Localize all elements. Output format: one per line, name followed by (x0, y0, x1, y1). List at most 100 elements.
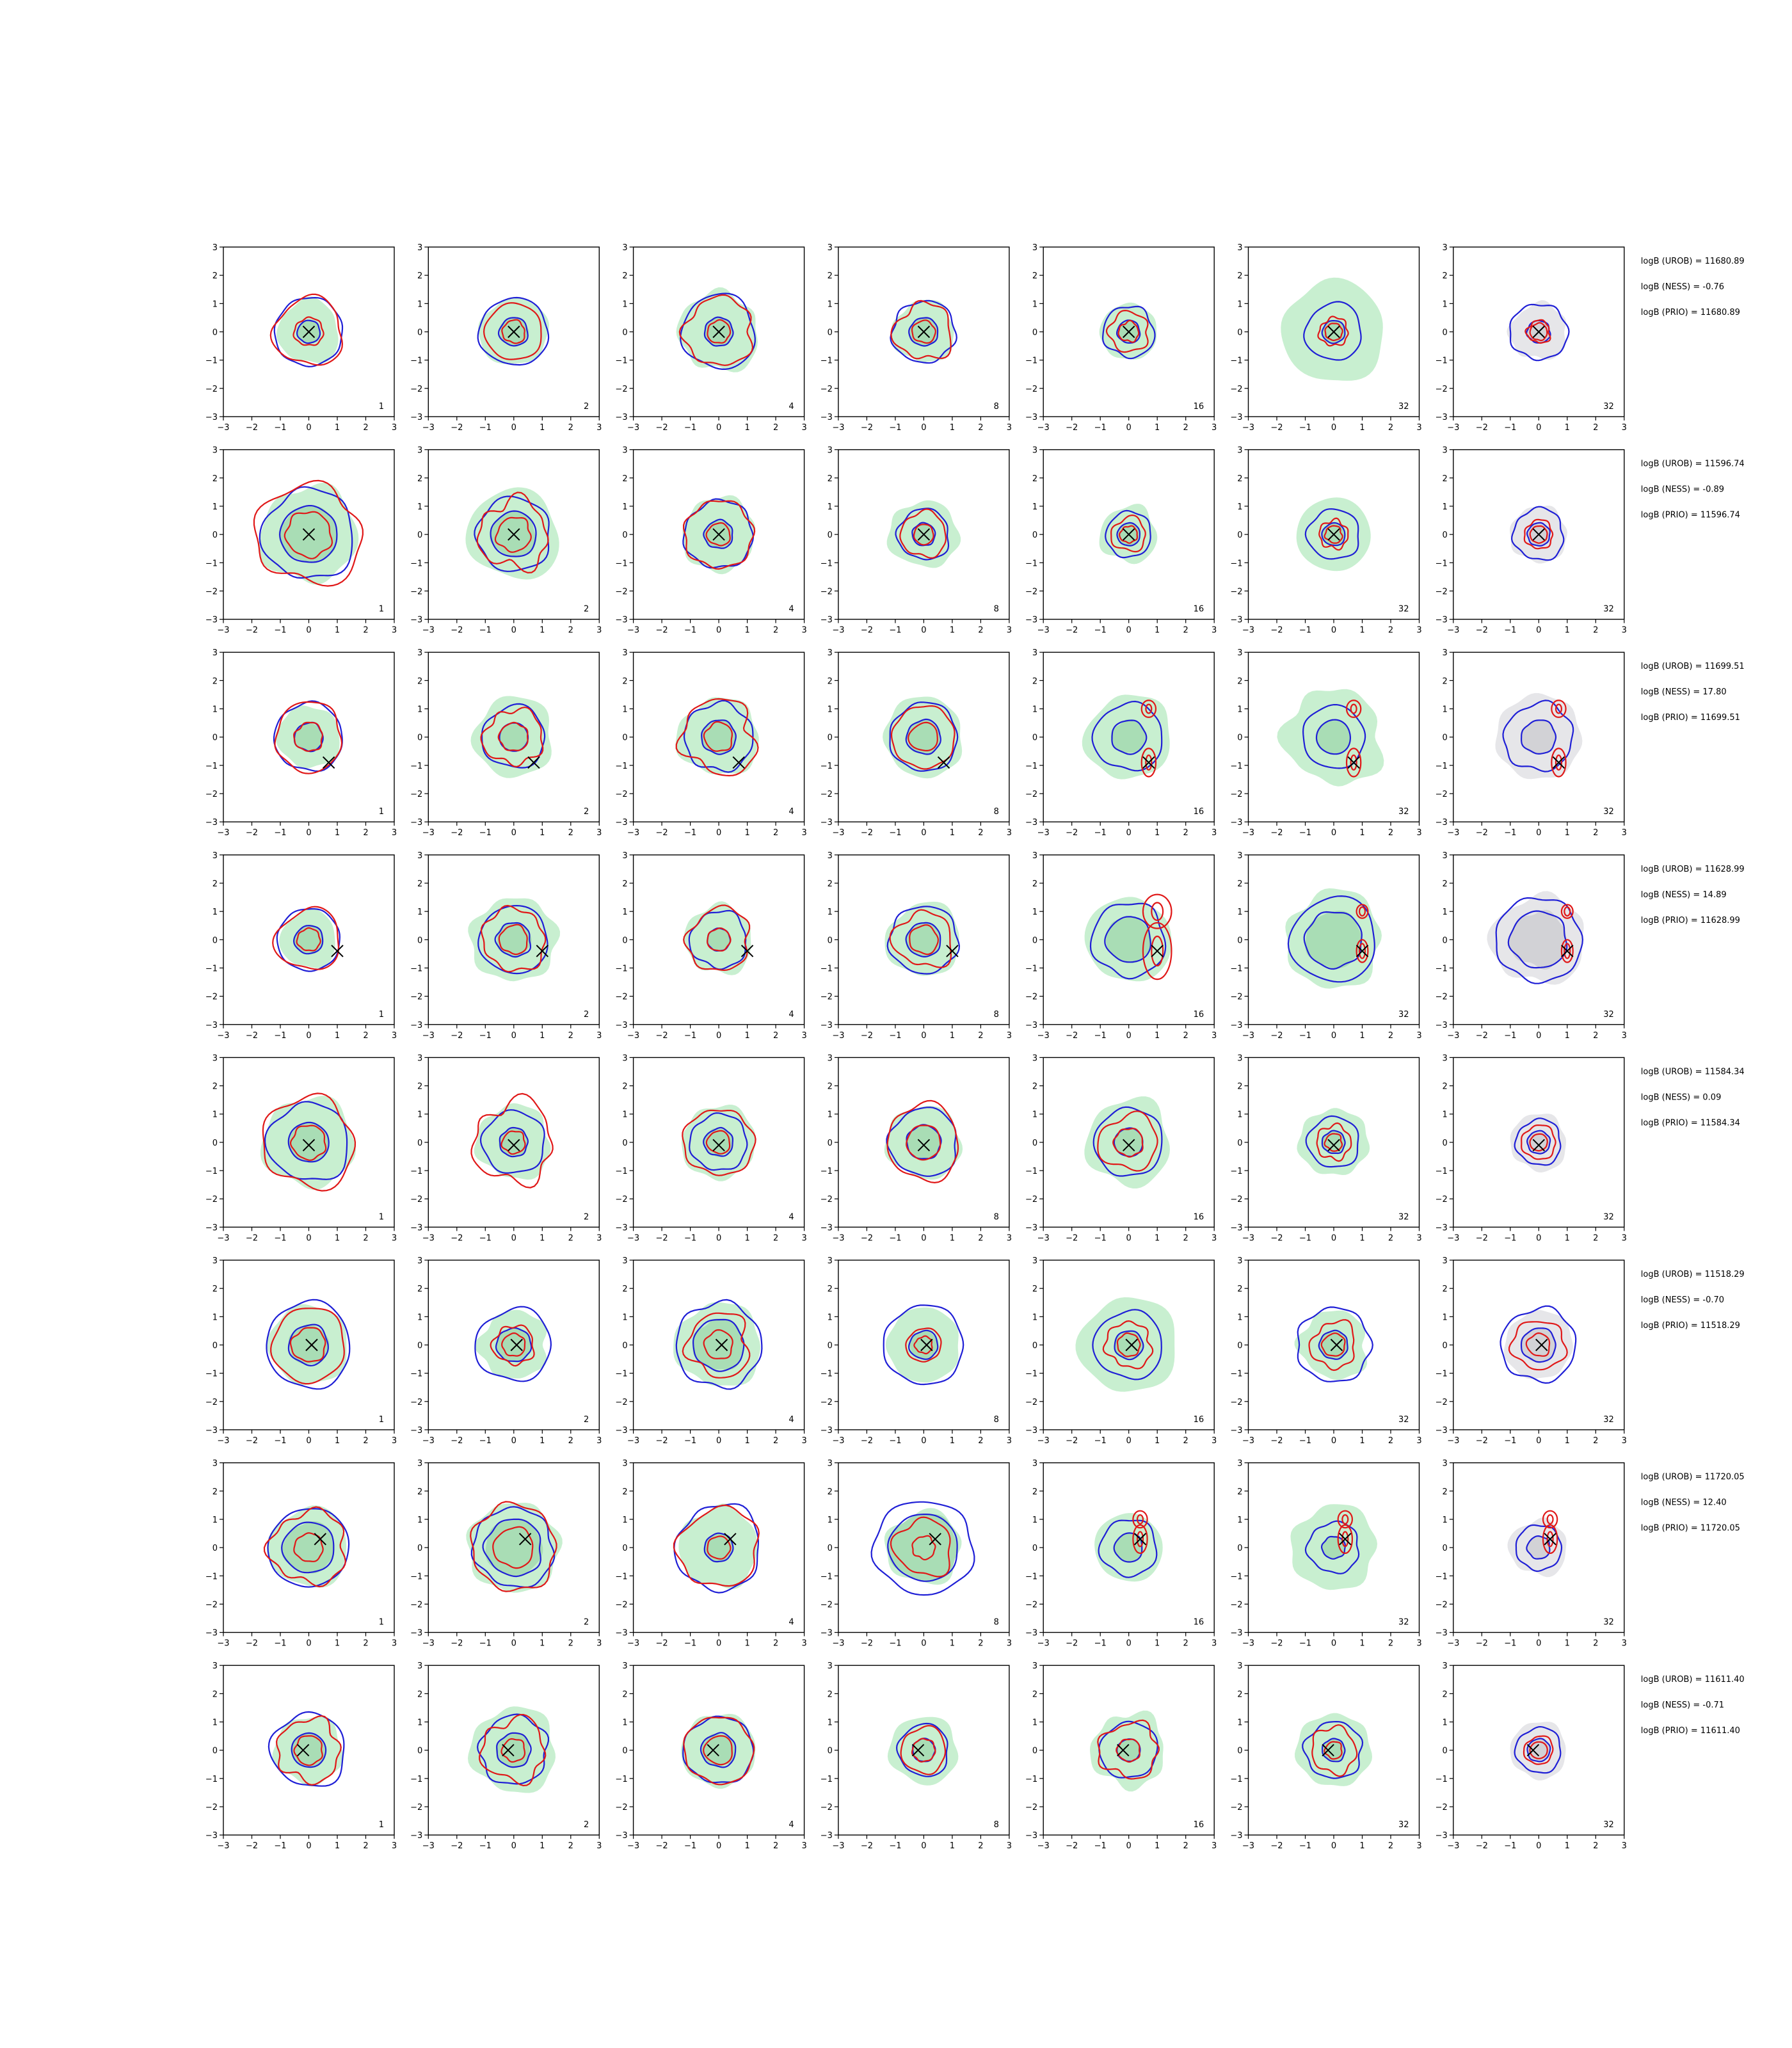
y-tick-label: 0 (212, 733, 218, 743)
red-contour-mode-1 (1356, 939, 1369, 963)
x-tick-label: 0 (921, 1841, 926, 1851)
x-tick-label: −3 (1242, 1233, 1254, 1243)
red-contour-outer (683, 904, 751, 972)
red-contour-mode-1 (1337, 1524, 1354, 1555)
x-tick-label: 3 (1622, 1639, 1627, 1649)
x-tick-label: 0 (1126, 1436, 1132, 1446)
x-tick-label: 2 (978, 1436, 983, 1446)
x-tick-label: −1 (479, 423, 492, 433)
red-contour-mode-1 (1542, 1524, 1558, 1555)
x-tick-label: 0 (306, 626, 311, 636)
y-tick-label: 3 (1237, 1053, 1242, 1063)
row-annotation-2: logB (NESS) = 12.40 (1641, 1498, 1727, 1508)
x-tick-label: −2 (1476, 828, 1488, 838)
red-contour-mode-inner-2 (1145, 703, 1153, 714)
x-tick-label: 3 (392, 626, 397, 636)
red-contour-inner (293, 1735, 323, 1766)
blue-contour-outer (870, 1501, 975, 1596)
y-tick-label: 3 (1443, 1053, 1448, 1063)
y-tick-label: −2 (1436, 1398, 1448, 1407)
red-contour-inner (1117, 319, 1140, 343)
x-tick-label: −3 (1447, 626, 1459, 636)
y-tick-label: 1 (622, 502, 627, 512)
y-tick-label: 2 (622, 1487, 627, 1497)
panel-count-label: 2 (584, 807, 589, 817)
red-contour-outer (1508, 1321, 1568, 1371)
x-tick-label: 3 (1212, 1233, 1217, 1243)
panel-count-label: 32 (1398, 1010, 1409, 1020)
x-tick-label: −1 (1094, 1436, 1107, 1446)
panel-count-label: 2 (584, 1212, 589, 1222)
x-tick-label: −3 (217, 1233, 229, 1243)
red-contour-mode-inner-1 (1358, 943, 1366, 959)
blue-contour-inner (1111, 719, 1148, 755)
y-tick-label: −1 (205, 1370, 218, 1379)
x-tick-label: 1 (744, 1436, 749, 1446)
y-tick-label: −3 (410, 1629, 422, 1638)
y-tick-label: 1 (622, 1718, 627, 1728)
blue-contour-outer (266, 1299, 351, 1390)
y-tick-label: 2 (1032, 1284, 1037, 1294)
x-tick-label: −1 (479, 1639, 492, 1649)
y-tick-label: 3 (1443, 1661, 1448, 1671)
y-tick-label: −3 (820, 616, 833, 625)
panel-count-label: 4 (788, 1212, 794, 1222)
y-tick-label: 3 (417, 1459, 422, 1469)
x-tick-label: −3 (1447, 1841, 1459, 1851)
true-value-marker (1339, 1533, 1352, 1546)
red-contour-outer (900, 1725, 947, 1775)
density-fill-inner (1521, 1327, 1556, 1362)
y-tick-label: 1 (1237, 1313, 1242, 1322)
y-tick-label: −3 (820, 1629, 833, 1638)
y-tick-label: −2 (820, 1195, 833, 1204)
x-tick-label: 3 (392, 1233, 397, 1243)
true-value-marker (1552, 756, 1565, 769)
y-tick-label: −1 (1436, 559, 1448, 568)
y-tick-label: 0 (1443, 531, 1448, 540)
panel-plot-area (273, 700, 343, 774)
panel-plot-area (470, 696, 552, 778)
red-contour-inner (497, 721, 529, 751)
y-tick-label: 1 (417, 300, 422, 309)
y-tick-label: −3 (820, 1426, 833, 1436)
y-tick-label: −3 (205, 1426, 218, 1436)
true-value-marker (712, 528, 725, 541)
x-tick-label: 3 (1007, 1841, 1012, 1851)
y-tick-label: 0 (1032, 936, 1037, 945)
x-tick-label: 1 (1155, 1436, 1160, 1446)
x-tick-label: 1 (335, 1233, 340, 1243)
y-tick-label: 2 (417, 1690, 422, 1699)
panel-count-label: 32 (1398, 402, 1409, 412)
y-tick-label: −2 (410, 1195, 422, 1204)
y-tick-label: 1 (1443, 1313, 1448, 1322)
true-value-marker (1327, 1139, 1340, 1152)
panel-count-label: 16 (1194, 1820, 1204, 1830)
x-tick-label: 0 (1536, 1436, 1541, 1446)
panel-count-label: 32 (1398, 1820, 1409, 1830)
x-tick-label: 2 (1183, 423, 1188, 433)
blue-contour-inner (1315, 719, 1351, 755)
y-tick-label: −2 (615, 1195, 627, 1204)
true-value-marker (305, 1338, 318, 1352)
y-tick-label: 2 (212, 1082, 218, 1092)
y-tick-label: 1 (417, 705, 422, 715)
x-tick-label: −1 (274, 1639, 286, 1649)
red-contour-inner (500, 1738, 526, 1763)
y-tick-label: 0 (1237, 1544, 1242, 1553)
panel-plot-area (1500, 1305, 1577, 1384)
red-contour-outer (1521, 1124, 1556, 1160)
row-annotation-3: logB (PRIO) = 11518.29 (1641, 1321, 1740, 1331)
y-tick-label: −3 (1436, 1426, 1448, 1436)
y-tick-label: 0 (1237, 328, 1242, 338)
true-value-marker (1330, 1338, 1343, 1352)
x-tick-label: −2 (451, 1841, 463, 1851)
true-value-marker (1526, 1743, 1540, 1757)
y-tick-label: 0 (212, 1341, 218, 1351)
x-tick-label: −1 (684, 828, 696, 838)
y-tick-label: 3 (417, 648, 422, 658)
x-tick-label: −1 (1504, 1841, 1516, 1851)
blue-contour-outer (886, 1107, 957, 1177)
y-tick-label: 3 (1443, 851, 1448, 861)
y-tick-label: −1 (615, 1572, 627, 1581)
y-tick-label: 2 (1237, 474, 1242, 484)
